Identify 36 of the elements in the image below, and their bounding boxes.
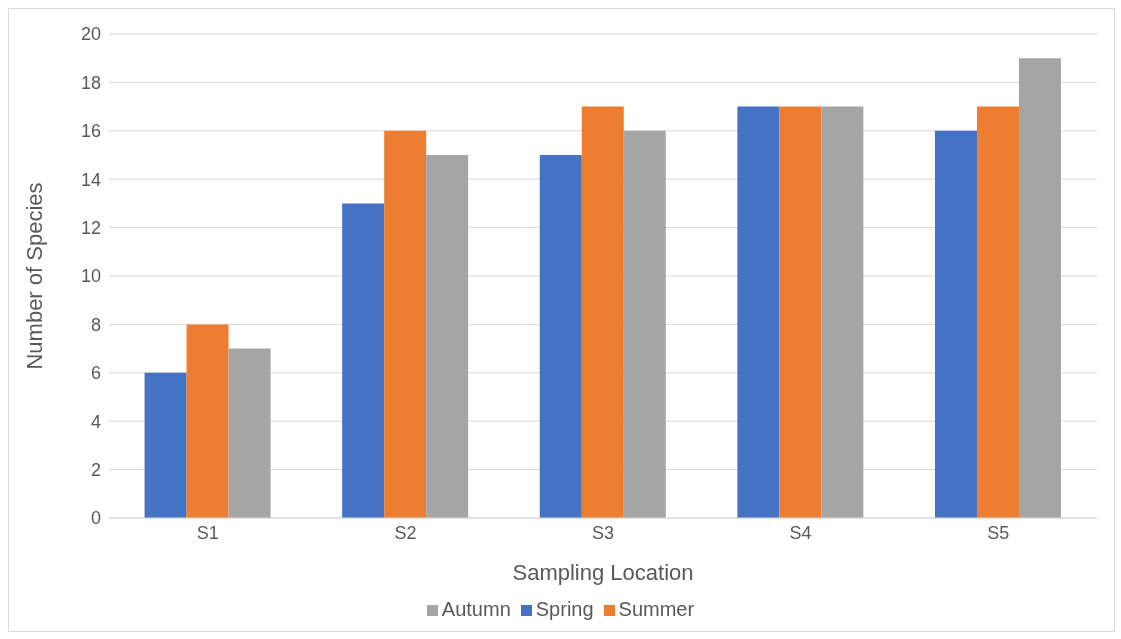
x-axis-title: Sampling Location: [512, 560, 694, 585]
x-tick-label: S5: [987, 522, 1010, 543]
y-tick-label: 18: [80, 72, 101, 93]
y-tick-label: 8: [90, 314, 101, 335]
y-tick-label: 4: [90, 411, 101, 432]
y-tick-label: 12: [80, 217, 101, 238]
y-tick-label: 16: [80, 121, 101, 142]
bar: [144, 372, 187, 518]
y-tick-label: 20: [80, 24, 101, 45]
y-tick-label: 0: [90, 508, 101, 529]
legend-label: Spring: [535, 598, 594, 620]
bar: [228, 348, 271, 518]
bar: [426, 155, 469, 518]
y-axis-title: Number of Species: [21, 182, 47, 370]
bar: [186, 324, 229, 518]
bar: [581, 106, 624, 518]
bar: [976, 106, 1019, 518]
y-tick-label: 14: [80, 169, 101, 190]
bar: [623, 130, 666, 518]
bar: [779, 106, 822, 518]
bar: [342, 203, 385, 518]
x-tick-label: S1: [196, 522, 219, 543]
bar: [821, 106, 864, 518]
bar: [1018, 58, 1061, 518]
y-tick-label: 2: [90, 459, 101, 480]
x-tick-label: S3: [591, 522, 615, 543]
y-tick-label: 10: [80, 266, 101, 287]
x-tick-label: S2: [394, 522, 417, 543]
legend-label: Summer: [618, 598, 695, 620]
x-tick-label: S4: [789, 522, 812, 543]
legend-label: Autumn: [441, 598, 511, 620]
bar: [934, 130, 977, 518]
bar: [737, 106, 780, 518]
bar: [384, 130, 427, 518]
bar: [539, 155, 582, 518]
y-tick-label: 6: [90, 363, 101, 384]
